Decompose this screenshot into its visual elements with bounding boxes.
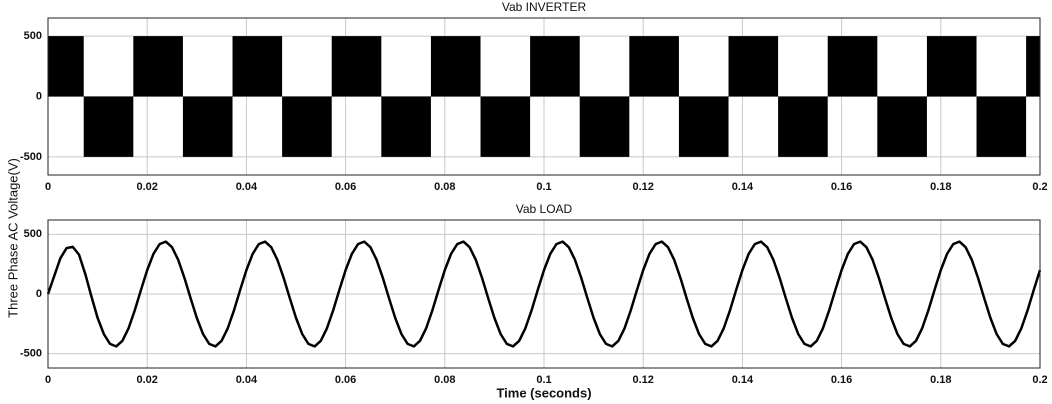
x-tick-label: 0.12 [632,374,653,386]
x-tick-label: 0 [45,374,51,386]
x-tick-label: 0.1 [536,374,551,386]
x-tick-label: 0.08 [434,181,455,193]
bar [182,96,233,157]
y-tick-label: 500 [24,30,42,42]
x-tick-label: 0.12 [632,181,653,193]
bar [976,96,1027,157]
bar [480,96,531,157]
x-tick-label: 0 [45,181,51,193]
bar [232,36,283,97]
bar [48,36,84,97]
chart-title: Vab LOAD [516,202,573,216]
bar [926,36,977,97]
x-tick-label: 0.16 [831,374,852,386]
bar [430,36,481,97]
x-tick-label: 0.16 [831,181,852,193]
plot-frame [47,219,1041,369]
bar [530,36,580,97]
x-tick-label: 0.14 [732,181,754,193]
x-tick-label: 0.18 [930,181,951,193]
line [46,240,1042,348]
bar [877,96,927,157]
y-axis-label: Three Phase AC Voltage(V) [5,158,20,318]
x-tick-label: 0.06 [335,374,356,386]
bar [629,36,679,97]
bar [331,36,382,97]
bar [282,96,332,157]
y-tick-label: -500 [20,151,42,163]
bar [133,36,183,97]
bar [579,96,630,157]
x-axis-label: Time (seconds) [496,385,591,400]
y-tick-label: 500 [24,228,42,240]
x-tick-label: 0.02 [136,374,157,386]
bar [381,96,431,157]
plot-frame [47,17,1041,176]
bar [1026,36,1040,97]
y-tick-label: 0 [36,90,42,102]
bar [778,96,828,157]
bar [827,36,878,97]
x-tick-label: 0.2 [1032,181,1047,193]
x-tick-label: 0.08 [434,374,455,386]
x-tick-label: 0.04 [236,181,258,193]
x-tick-label: 0.02 [136,181,157,193]
x-tick-label: 0.04 [236,374,258,386]
bar [678,96,729,157]
x-tick-label: 0.14 [732,374,754,386]
x-tick-label: 0.18 [930,374,951,386]
bar [83,96,134,157]
x-tick-label: 0.2 [1032,374,1047,386]
bar [728,36,779,97]
x-tick-label: 0.1 [536,181,551,193]
x-tick-label: 0.06 [335,181,356,193]
y-tick-label: -500 [20,348,42,360]
chart-title: Vab INVERTER [502,0,587,14]
y-tick-label: 0 [36,288,42,300]
